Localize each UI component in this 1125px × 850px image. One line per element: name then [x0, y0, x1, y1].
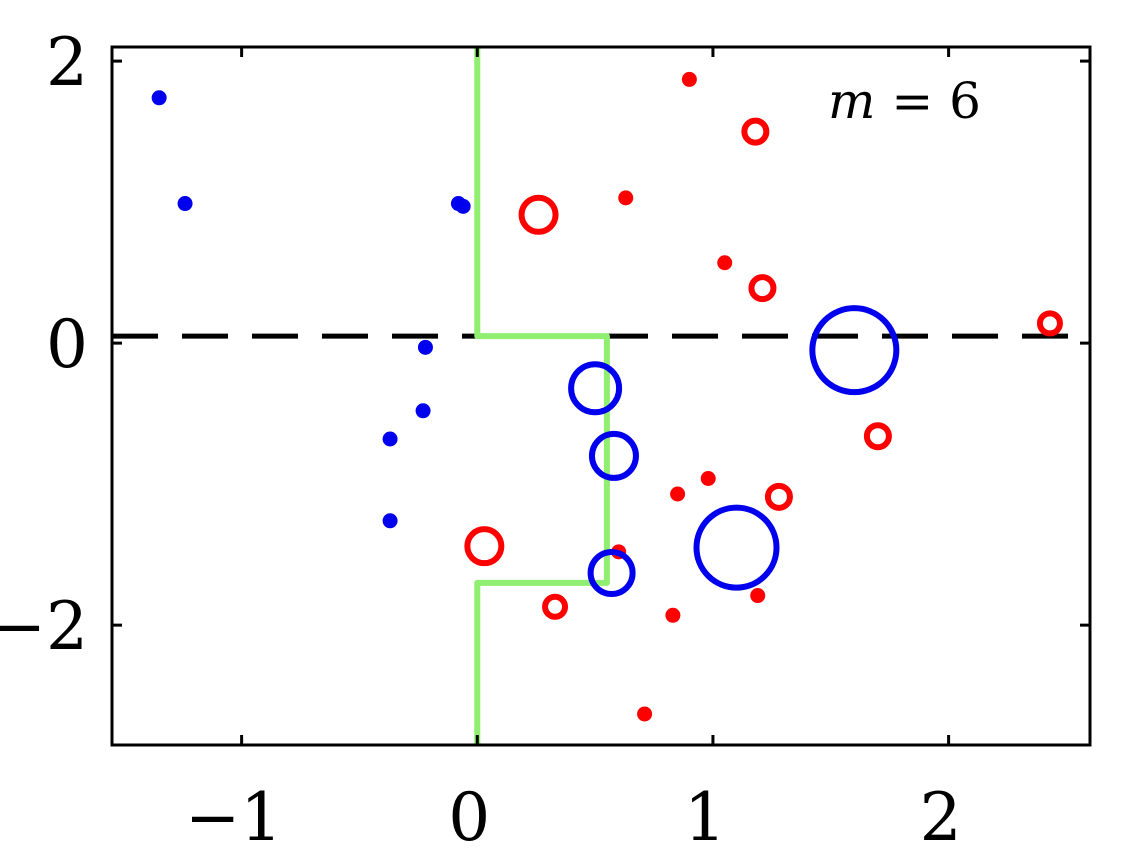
- y-tick-label: −2: [0, 588, 88, 665]
- red-dot-point: [700, 470, 716, 486]
- red-circle-point: [542, 593, 569, 620]
- red-circle-point: [863, 422, 892, 451]
- blue-dot-point: [415, 403, 431, 419]
- annotation-label: m = 6: [828, 72, 981, 130]
- red-dot-point: [681, 71, 697, 87]
- axis-tick-labels: −1 0 1 2 −2 0 2: [0, 24, 962, 850]
- blue-dot-point: [177, 196, 193, 212]
- red-circle-point: [764, 482, 793, 511]
- plot-points: [151, 71, 1063, 722]
- axis-ticks: [112, 47, 1090, 745]
- annotation-value: 6: [949, 72, 981, 130]
- red-dot-point: [618, 190, 634, 206]
- red-dot-point: [717, 255, 733, 271]
- red-circle-point: [464, 526, 505, 567]
- y-tick-label: 2: [46, 24, 88, 101]
- blue-circle-point: [588, 430, 639, 481]
- plot-frame: [110, 45, 1092, 747]
- x-tick-label: −1: [185, 779, 282, 850]
- blue-dot-point: [382, 431, 398, 447]
- blue-circle-point: [587, 548, 636, 597]
- red-circle-point: [518, 194, 559, 235]
- blue-dot-point: [417, 339, 433, 355]
- blue-circle-point: [693, 504, 780, 591]
- annotation-op: =: [875, 72, 949, 130]
- x-tick-label: 0: [448, 779, 490, 850]
- red-dot-point: [665, 607, 681, 623]
- red-circle-point: [741, 117, 770, 146]
- plot-lines: [112, 47, 1090, 745]
- red-dot-point: [750, 588, 766, 604]
- blue-circle-point: [809, 305, 900, 396]
- red-dot-point: [670, 486, 686, 502]
- x-tick-label: 1: [684, 779, 726, 850]
- blue-dot-point: [382, 513, 398, 529]
- blue-dot-point: [455, 198, 471, 214]
- red-circle-point: [1036, 310, 1063, 337]
- red-dot-point: [637, 706, 653, 722]
- y-tick-label: 0: [46, 306, 88, 383]
- annotation-var: m: [828, 72, 875, 130]
- blue-dot-point: [151, 90, 167, 106]
- x-tick-label: 2: [920, 779, 962, 850]
- blue-circle-point: [568, 361, 623, 416]
- decision-boundary-line: [474, 47, 610, 745]
- red-circle-point: [748, 274, 777, 303]
